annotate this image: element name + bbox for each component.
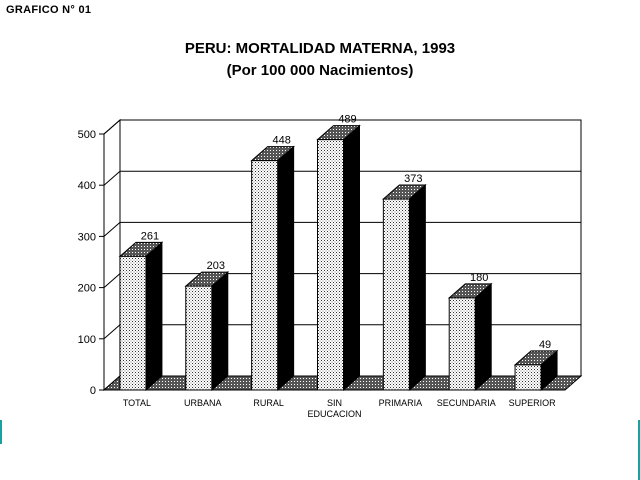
bar-2	[185, 285, 213, 391]
bar-side-5	[408, 183, 426, 392]
y-tick-label: 0	[90, 385, 96, 397]
bar-value-label: 489	[338, 114, 356, 126]
figure-number-label: GRAFICO N° 01	[6, 4, 92, 16]
bar-side-2	[211, 270, 229, 392]
x-tick-label: SUPERIOR	[509, 398, 557, 408]
bar-value-label: 373	[404, 173, 422, 185]
bar-5	[382, 198, 410, 391]
chart-title: PERU: MORTALIDAD MATERNA, 1993	[184, 40, 456, 57]
y-tick-label: 300	[78, 231, 96, 243]
y-tick-label: 100	[78, 334, 96, 346]
bar-6	[448, 297, 476, 391]
bar-7	[514, 364, 542, 391]
gridline-side	[103, 222, 121, 237]
bar-value-label: 180	[470, 272, 488, 284]
bar-value-label: 49	[539, 339, 551, 351]
gridline-side	[103, 170, 121, 186]
bar-value-label: 448	[272, 135, 290, 147]
right-edge-marker	[638, 420, 640, 480]
y-tick-label: 500	[78, 129, 96, 141]
gridline-side	[103, 324, 121, 340]
gridline-side	[103, 119, 121, 135]
side-wall	[103, 118, 121, 392]
left-edge-marker	[0, 420, 2, 444]
x-tick-label: RURAL	[253, 398, 284, 408]
x-tick-label: SIN	[327, 398, 342, 408]
x-tick-label: SECUNDARIA	[437, 398, 496, 408]
bar-side-1	[145, 241, 163, 392]
y-tick-label: 400	[78, 180, 96, 192]
bar-value-label: 203	[207, 260, 225, 272]
y-tick-label: 200	[78, 283, 96, 295]
x-tick-label: EDUCACION	[307, 409, 361, 419]
bar-side-3	[277, 145, 295, 392]
chart-title-block: PERU: MORTALIDAD MATERNA, 1993 (Por 100 …	[0, 38, 640, 82]
chart-subtitle: (Por 100 000 Nacimientos)	[226, 62, 414, 79]
bar-side-4	[343, 124, 360, 392]
bar-1	[119, 255, 147, 391]
x-tick-label: PRIMARIA	[379, 398, 423, 408]
x-tick-label: TOTAL	[123, 398, 151, 408]
bar-4	[317, 139, 344, 391]
bar-value-label: 261	[141, 230, 159, 242]
bar-3	[251, 160, 279, 391]
bar-side-6	[474, 282, 492, 392]
x-tick-label: URBANA	[184, 398, 222, 408]
gridline-side	[103, 273, 121, 288]
